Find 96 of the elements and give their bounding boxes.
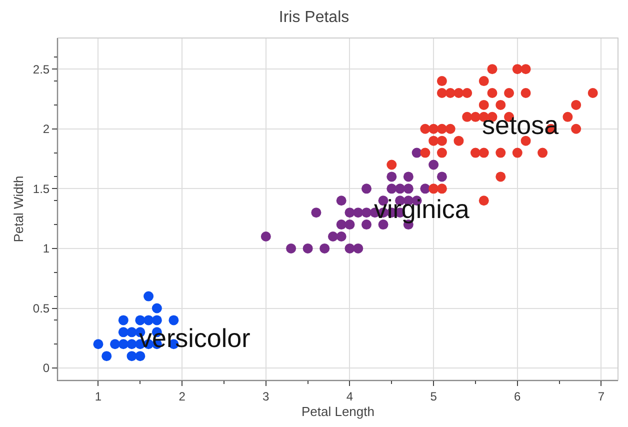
point — [454, 136, 464, 146]
point — [118, 315, 128, 326]
point — [362, 208, 372, 218]
point — [436, 172, 447, 182]
point — [496, 148, 506, 158]
point — [168, 315, 179, 326]
point — [344, 220, 355, 230]
chart-title: Iris Petals — [278, 8, 350, 26]
point — [512, 148, 522, 158]
x-tick-label: 2 — [178, 389, 186, 404]
point — [353, 208, 364, 218]
point — [320, 243, 330, 254]
x-axis-title: Petal Length — [301, 404, 375, 419]
point — [520, 136, 531, 146]
x-tick-label: 1 — [94, 389, 102, 404]
point — [386, 172, 397, 182]
point — [470, 148, 480, 158]
point — [126, 351, 137, 362]
y-tick-label: 1 — [42, 242, 50, 256]
y-tick-label: 0.5 — [32, 301, 50, 316]
point — [110, 339, 120, 350]
point — [336, 220, 346, 230]
y-tick-label: 2.5 — [32, 62, 50, 76]
point — [353, 243, 364, 254]
point — [102, 351, 112, 362]
point — [462, 88, 472, 98]
point — [386, 184, 397, 194]
point — [538, 148, 548, 158]
point — [135, 351, 146, 362]
point — [562, 112, 573, 122]
y-tick-label: 0 — [42, 361, 50, 376]
point — [428, 136, 439, 146]
point — [478, 196, 489, 206]
point — [512, 64, 522, 74]
point — [135, 315, 146, 326]
point — [436, 184, 447, 194]
point — [386, 160, 397, 170]
point — [496, 172, 506, 182]
point — [571, 124, 582, 134]
point — [478, 100, 489, 110]
point — [462, 112, 472, 122]
point — [336, 232, 346, 242]
point — [420, 184, 430, 194]
point — [420, 124, 430, 134]
x-tick-label: 4 — [346, 389, 354, 404]
point — [420, 148, 430, 158]
point — [445, 88, 456, 98]
annotation: setosa — [482, 110, 560, 140]
y-tick-label: 1.5 — [32, 182, 50, 196]
point — [487, 64, 498, 74]
point — [478, 148, 489, 158]
annotation: virginica — [374, 194, 470, 224]
point — [152, 315, 162, 326]
point — [436, 76, 447, 86]
point — [428, 160, 439, 170]
point — [344, 243, 355, 254]
point — [436, 88, 447, 98]
point — [403, 184, 414, 194]
point — [504, 88, 514, 98]
point — [118, 327, 128, 338]
point — [588, 88, 598, 98]
point — [412, 148, 422, 158]
point — [362, 184, 372, 194]
point — [286, 243, 296, 254]
point — [336, 196, 346, 206]
point — [496, 100, 506, 110]
point — [520, 64, 531, 74]
point — [478, 76, 489, 86]
point — [445, 124, 456, 134]
point — [436, 148, 447, 158]
y-tick-label: 2 — [42, 122, 50, 136]
point — [344, 208, 355, 218]
x-tick-label: 3 — [262, 389, 270, 404]
x-tick-label: 6 — [514, 389, 522, 404]
point — [571, 100, 582, 110]
point — [93, 339, 104, 350]
point — [144, 291, 154, 302]
x-tick-label: 7 — [598, 389, 605, 404]
point — [118, 339, 128, 350]
point — [144, 315, 154, 326]
point — [520, 88, 531, 98]
point — [428, 124, 439, 134]
x-tick-label: 5 — [430, 389, 438, 404]
point — [436, 136, 447, 146]
point — [395, 184, 406, 194]
point — [487, 88, 498, 98]
point — [311, 208, 322, 218]
annotation: versicolor — [139, 323, 251, 353]
point — [328, 232, 338, 242]
point — [428, 184, 439, 194]
y-axis-title: Petal Width — [10, 176, 26, 242]
point — [362, 220, 372, 230]
point — [152, 303, 162, 314]
point — [403, 172, 414, 182]
point — [260, 232, 271, 242]
point — [302, 243, 313, 254]
